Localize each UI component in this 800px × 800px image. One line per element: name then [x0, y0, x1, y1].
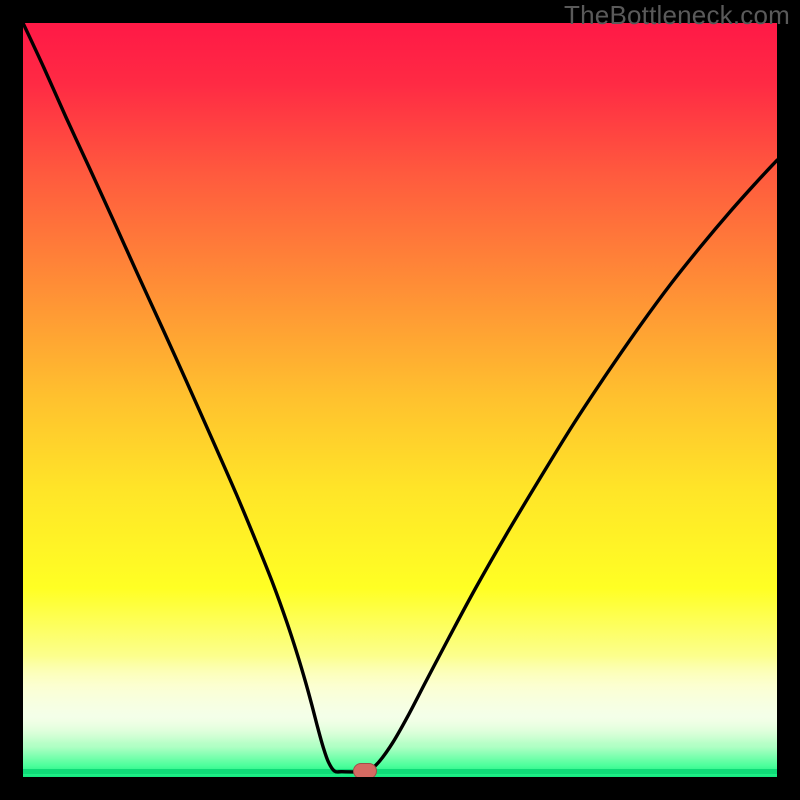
bottleneck-marker — [353, 763, 377, 777]
watermark-text: TheBottleneck.com — [564, 0, 790, 31]
bottleneck-curve — [23, 23, 777, 772]
plot-area — [23, 23, 777, 777]
curve-layer — [23, 23, 777, 777]
stage: TheBottleneck.com — [0, 0, 800, 800]
chart-frame — [0, 0, 800, 800]
